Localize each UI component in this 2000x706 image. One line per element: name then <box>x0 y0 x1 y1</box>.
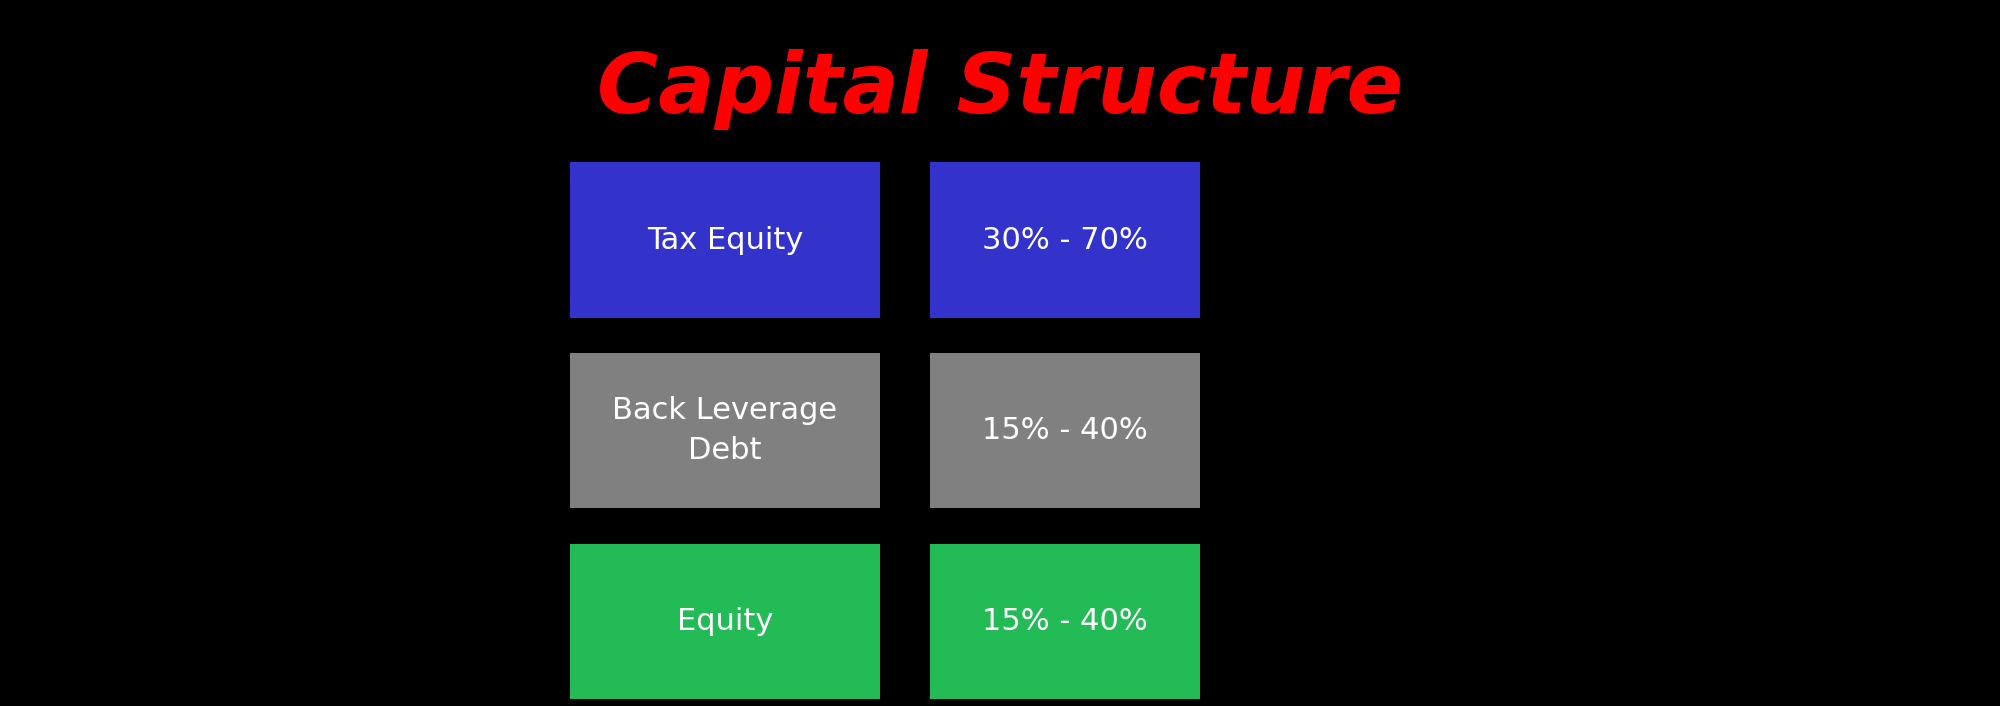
Text: Tax Equity: Tax Equity <box>646 225 804 255</box>
FancyBboxPatch shape <box>930 353 1200 508</box>
Text: 15% - 40%: 15% - 40% <box>982 606 1148 636</box>
Text: Equity: Equity <box>676 606 774 636</box>
FancyBboxPatch shape <box>930 162 1200 318</box>
Text: 15% - 40%: 15% - 40% <box>982 416 1148 445</box>
Text: Capital Structure: Capital Structure <box>596 49 1404 131</box>
Text: Back Leverage
Debt: Back Leverage Debt <box>612 396 838 465</box>
FancyBboxPatch shape <box>570 544 880 699</box>
FancyBboxPatch shape <box>570 162 880 318</box>
FancyBboxPatch shape <box>570 353 880 508</box>
Text: 30% - 70%: 30% - 70% <box>982 225 1148 255</box>
FancyBboxPatch shape <box>930 544 1200 699</box>
